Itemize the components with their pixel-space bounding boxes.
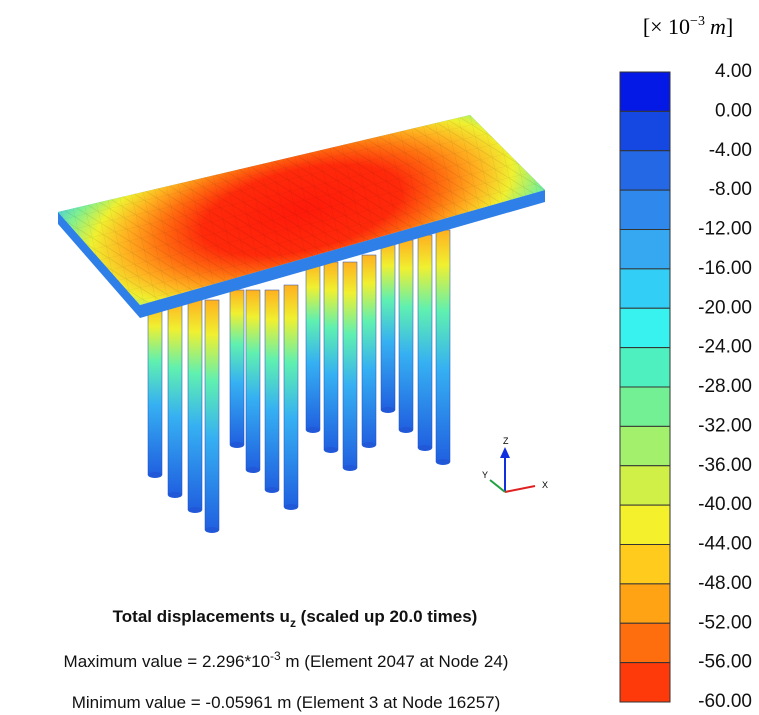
- legend-band: [620, 466, 670, 505]
- axis-label: Y: [482, 470, 488, 480]
- max-lead: Maximum value = 2.296*10: [64, 652, 270, 671]
- pile: [265, 290, 279, 490]
- pile: [306, 262, 320, 430]
- pile: [381, 240, 395, 410]
- legend-label: -24.00: [698, 337, 752, 358]
- legend-label: -44.00: [698, 534, 752, 555]
- pile: [343, 262, 357, 468]
- pile: [148, 300, 162, 475]
- pile-foot: [436, 459, 450, 465]
- legend-label: -56.00: [698, 652, 752, 673]
- pile-foot: [230, 442, 244, 448]
- caption-maximum: Maximum value = 2.296*10-3 m (Element 20…: [64, 649, 509, 671]
- pile-foot: [148, 472, 162, 478]
- caption-minimum: Minimum value = -0.05961 m (Element 3 at…: [72, 693, 501, 712]
- unit-open: [× 10: [643, 14, 690, 39]
- legend-label: -4.00: [709, 140, 752, 161]
- unit-close: ]: [726, 14, 733, 39]
- pile: [246, 290, 260, 470]
- color-legend: 4.00 0.00 -4.00 -8.00 -12.00 -16.00 -20.00 -24.…: [620, 61, 752, 712]
- pile: [188, 300, 202, 510]
- pile-foot: [324, 447, 338, 453]
- legend-label: -52.00: [698, 612, 752, 633]
- unit-exponent: −3: [690, 14, 705, 29]
- pile: [436, 230, 450, 462]
- legend-band: [620, 663, 670, 702]
- legend-band: [620, 72, 670, 111]
- legend-label: -32.00: [698, 415, 752, 436]
- legend-label: -60.00: [698, 691, 752, 712]
- legend-label: -20.00: [698, 297, 752, 318]
- pile-foot: [362, 442, 376, 448]
- legend-label: -16.00: [698, 258, 752, 279]
- caption-title: Total displacements uz (scaled up 20.0 t…: [113, 607, 478, 630]
- legend-band: [620, 111, 670, 150]
- pile-foot: [188, 507, 202, 513]
- pile: [399, 240, 413, 430]
- pile-foot: [306, 427, 320, 433]
- max-exponent: -3: [270, 649, 281, 663]
- legend-label: -8.00: [709, 179, 752, 200]
- legend-label: -40.00: [698, 494, 752, 515]
- max-rest: m (Element 2047 at Node 24): [281, 652, 509, 671]
- legend-band: [620, 387, 670, 426]
- pile-foot: [343, 465, 357, 471]
- pile-foot: [246, 467, 260, 473]
- pile-foot: [284, 504, 298, 510]
- pile-foot: [205, 527, 219, 533]
- pile-foot: [168, 492, 182, 498]
- pile: [230, 290, 244, 445]
- legend-label: 0.00: [715, 100, 752, 121]
- pile: [205, 300, 219, 530]
- pile: [418, 235, 432, 448]
- pile-foot: [265, 487, 279, 493]
- slab: [0, 33, 610, 388]
- legend-band: [620, 190, 670, 229]
- legend-band: [620, 584, 670, 623]
- pile: [324, 262, 338, 450]
- legend-band: [620, 505, 670, 544]
- unit-symbol: m: [710, 14, 726, 39]
- legend-label: -36.00: [698, 455, 752, 476]
- pile-foot: [399, 427, 413, 433]
- pile: [362, 255, 376, 445]
- legend-label: -48.00: [698, 573, 752, 594]
- legend-label: -12.00: [698, 219, 752, 240]
- legend-band: [620, 269, 670, 308]
- pile-foot: [381, 407, 395, 413]
- pile: [168, 300, 182, 495]
- axis-triad: Z Y X: [482, 436, 548, 492]
- legend-label: -28.00: [698, 376, 752, 397]
- axis-label: Z: [503, 436, 509, 446]
- legend-band: [620, 230, 670, 269]
- legend-band: [620, 545, 670, 584]
- legend-band: [620, 308, 670, 347]
- axis-label: X: [542, 480, 548, 490]
- legend-unit: [× 10−3 m]: [643, 14, 733, 39]
- caption-rest: (scaled up 20.0 times): [296, 607, 477, 626]
- caption-main: Total displacements u: [113, 607, 290, 626]
- figure: Z Y X [× 10−3 m] 4.00 0.00 -4.00 -8.00 -12.00…: [0, 0, 759, 715]
- legend-label: 4.00: [715, 61, 752, 82]
- legend-band: [620, 151, 670, 190]
- pile: [284, 285, 298, 507]
- legend-band: [620, 623, 670, 662]
- pile-foot: [418, 445, 432, 451]
- legend-band: [620, 348, 670, 387]
- legend-band: [620, 426, 670, 465]
